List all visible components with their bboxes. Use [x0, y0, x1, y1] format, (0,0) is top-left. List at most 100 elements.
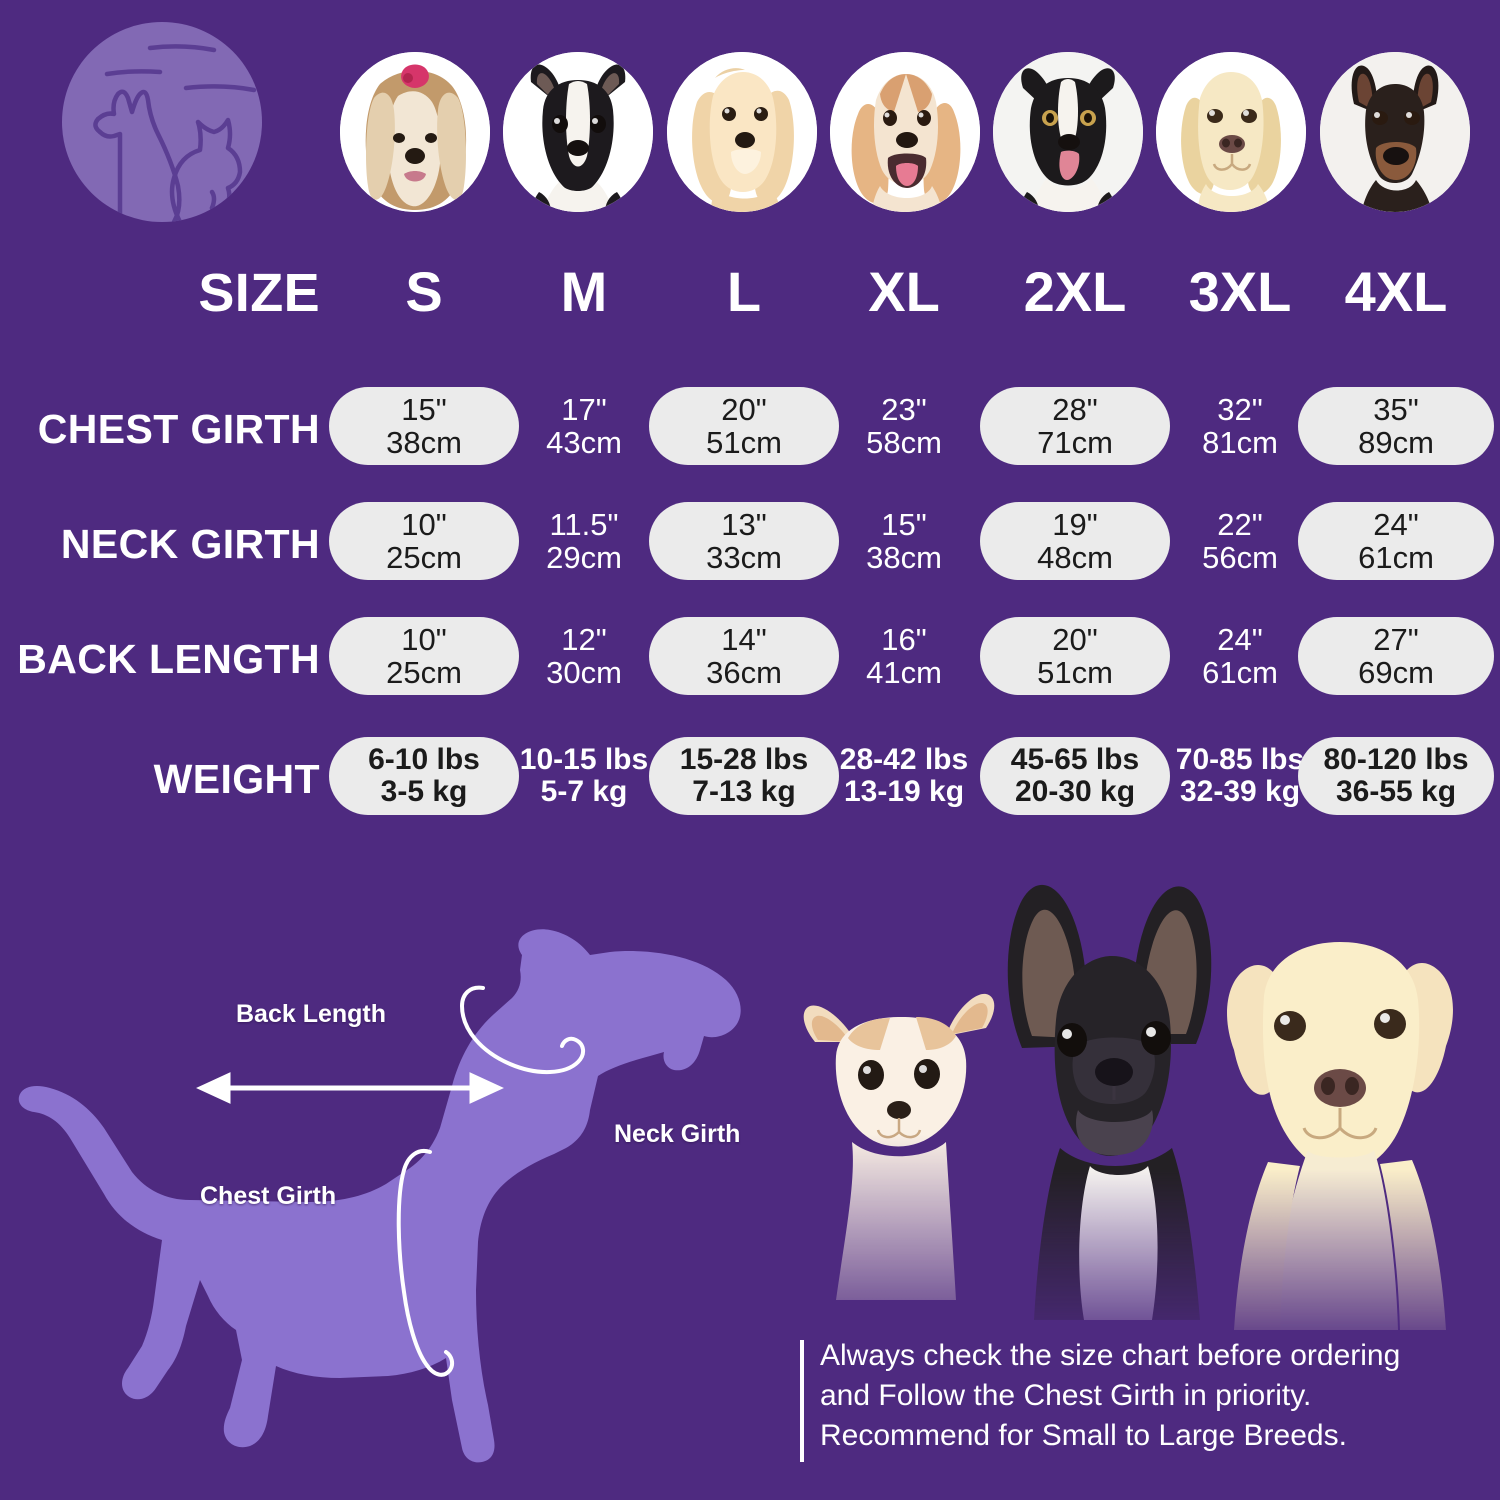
size-header-l: L — [726, 259, 762, 323]
cell-imperial: 14" — [721, 621, 767, 657]
cell-imperial: 15-28 lbs — [679, 742, 809, 776]
cell-imperial: 6-10 lbs — [368, 742, 480, 776]
cell-neck-girth-l: 13" 33cm — [649, 502, 839, 580]
cell-weight-m: 10-15 lbs 5-7 kg — [519, 737, 649, 815]
cell-imperial: 80-120 lbs — [1323, 742, 1469, 776]
caption-line-3: Recommend for Small to Large Breeds. — [820, 1419, 1347, 1452]
cell-chest-girth-3xl: 32" 81cm — [1173, 387, 1307, 465]
size-header-2xl: 2XL — [1023, 259, 1127, 323]
cell-chest-girth-l: 20" 51cm — [649, 387, 839, 465]
row-label-weight: WEIGHT — [153, 756, 320, 802]
cell-metric: 41cm — [866, 655, 942, 690]
cell-metric: 71cm — [1037, 425, 1113, 460]
dog-measurement-diagram — [10, 860, 770, 1500]
row-label-chest-girth: CHEST GIRTH — [37, 406, 320, 452]
cell-neck-girth-xl: 15" 38cm — [839, 502, 969, 580]
size-header-xl: XL — [868, 259, 940, 323]
cell-metric: 43cm — [546, 425, 622, 460]
back-length-arrow — [196, 1072, 504, 1104]
breed-circle-border-collie — [993, 52, 1143, 212]
cell-neck-girth-2xl: 19" 48cm — [980, 502, 1170, 580]
cell-metric: 51cm — [706, 425, 782, 460]
cell-back-length-2xl: 20" 51cm — [980, 617, 1170, 695]
caption-line-2: and Follow the Chest Girth in priority. — [820, 1379, 1312, 1412]
cell-neck-girth-m: 11.5" 29cm — [519, 502, 649, 580]
breed-circle-shih-tzu — [340, 52, 490, 212]
cell-imperial: 24" — [1373, 506, 1419, 542]
size-header-3xl: 3XL — [1188, 259, 1292, 323]
chest-girth-label: Chest Girth — [200, 1182, 337, 1210]
cell-imperial: 13" — [721, 506, 767, 542]
dog-and-cat-logo-icon — [93, 44, 257, 222]
cell-imperial: 70-85 lbs — [1175, 742, 1305, 776]
cell-imperial: 10-15 lbs — [519, 742, 649, 776]
cell-weight-3xl: 70-85 lbs 32-39 kg — [1173, 737, 1307, 815]
cell-imperial: 12" — [561, 621, 607, 657]
cell-weight-l: 15-28 lbs 7-13 kg — [649, 737, 839, 815]
size-corner-label: SIZE — [198, 263, 320, 323]
cell-imperial: 28-42 lbs — [839, 742, 969, 776]
doberman-pinscher-icon — [1320, 52, 1470, 212]
cell-back-length-l: 14" 36cm — [649, 617, 839, 695]
cell-back-length-xl: 16" 41cm — [839, 617, 969, 695]
cell-imperial: 28" — [1052, 391, 1098, 427]
cell-chest-girth-4xl: 35" 89cm — [1298, 387, 1494, 465]
cell-back-length-4xl: 27" 69cm — [1298, 617, 1494, 695]
cell-imperial: 35" — [1373, 391, 1419, 427]
chest-girth-measure-line — [396, 1149, 455, 1377]
breed-circle-beagle — [830, 52, 980, 212]
cell-neck-girth-s: 10" 25cm — [329, 502, 519, 580]
cell-chest-girth-xl: 23" 58cm — [839, 387, 969, 465]
cocker-spaniel-icon — [667, 52, 817, 212]
cell-back-length-s: 10" 25cm — [329, 617, 519, 695]
breed-size-comparison-photo — [760, 860, 1500, 1360]
caption-text: Always check the size chart before order… — [820, 1336, 1486, 1456]
cell-metric: 36cm — [706, 655, 782, 690]
border-collie-icon — [993, 52, 1143, 212]
size-header-s: S — [405, 259, 443, 323]
breed-circle-boston-terrier — [503, 52, 653, 212]
cell-metric: 32-39 kg — [1179, 775, 1301, 808]
cell-metric: 81cm — [1202, 425, 1278, 460]
beagle-icon — [830, 52, 980, 212]
chihuahua-photo — [803, 993, 995, 1300]
french-bulldog-photo — [1007, 884, 1212, 1320]
cell-weight-s: 6-10 lbs 3-5 kg — [329, 737, 519, 815]
cell-weight-2xl: 45-65 lbs 20-30 kg — [980, 737, 1170, 815]
cell-neck-girth-3xl: 22" 56cm — [1173, 502, 1307, 580]
cell-metric: 61cm — [1202, 655, 1278, 690]
caption-block: Always check the size chart before order… — [800, 1336, 1490, 1468]
cell-metric: 69cm — [1358, 655, 1434, 690]
cell-weight-4xl: 80-120 lbs 36-55 kg — [1298, 737, 1494, 815]
cell-metric: 30cm — [546, 655, 622, 690]
caption-vertical-rule — [800, 1340, 804, 1462]
breed-photo-strip — [340, 52, 1480, 217]
caption-line-1: Always check the size chart before order… — [820, 1339, 1401, 1372]
cell-metric: 5-7 kg — [540, 775, 628, 808]
cell-back-length-3xl: 24" 61cm — [1173, 617, 1307, 695]
shih-tzu-icon — [340, 52, 490, 212]
cell-metric: 38cm — [866, 540, 942, 575]
size-header-m: M — [560, 259, 608, 323]
cell-imperial: 15" — [401, 391, 447, 427]
dog-silhouette-icon — [18, 929, 741, 1463]
three-dogs-photo — [803, 884, 1453, 1330]
cell-imperial: 27" — [1373, 621, 1419, 657]
cell-metric: 61cm — [1358, 540, 1434, 575]
cell-metric: 58cm — [866, 425, 942, 460]
size-header-4xl: 4XL — [1344, 259, 1448, 323]
cell-chest-girth-s: 15" 38cm — [329, 387, 519, 465]
cell-imperial: 11.5" — [549, 506, 619, 542]
cell-metric: 3-5 kg — [380, 775, 468, 808]
cell-metric: 51cm — [1037, 655, 1113, 690]
neck-girth-label: Neck Girth — [614, 1120, 741, 1148]
cell-metric: 33cm — [706, 540, 782, 575]
cell-imperial: 23" — [881, 391, 927, 427]
cell-imperial: 20" — [1052, 621, 1098, 657]
cell-metric: 38cm — [386, 425, 462, 460]
cell-metric: 13-19 kg — [843, 775, 965, 808]
cell-imperial: 19" — [1052, 506, 1098, 542]
cell-weight-xl: 28-42 lbs 13-19 kg — [839, 737, 969, 815]
cell-chest-girth-2xl: 28" 71cm — [980, 387, 1170, 465]
cell-imperial: 22" — [1217, 506, 1263, 542]
